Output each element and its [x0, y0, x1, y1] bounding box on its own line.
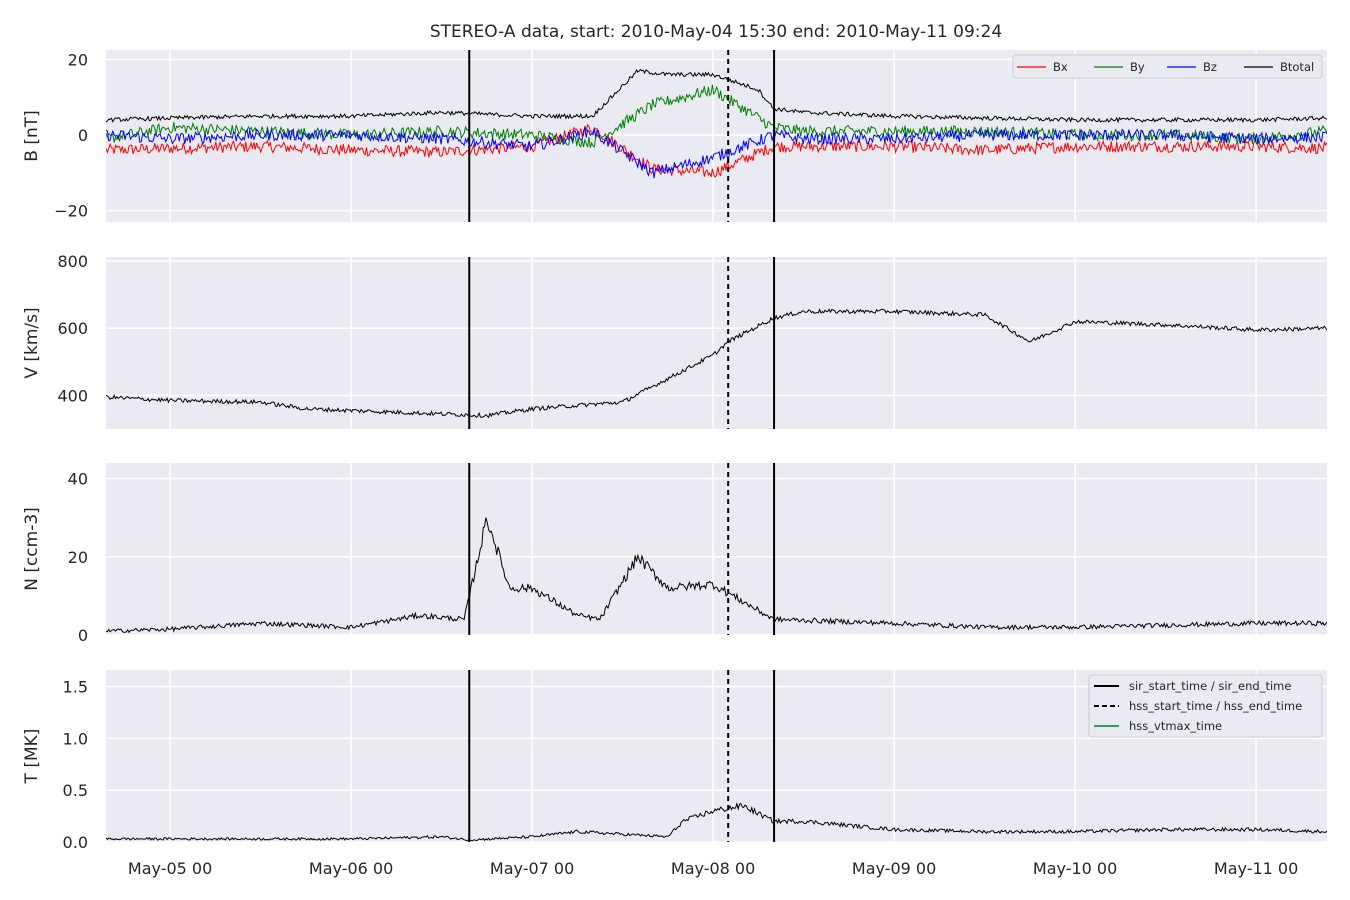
legend-label: sir_start_time / sir_end_time: [1129, 679, 1291, 693]
y-tick-label: 600: [57, 319, 88, 338]
y-axis-label: T [MK]: [22, 729, 42, 785]
x-tick-label: May-10 00: [1033, 859, 1117, 878]
x-tick-label: May-06 00: [309, 859, 393, 878]
y-tick-label: 0.5: [63, 781, 88, 800]
y-tick-label: 40: [68, 470, 88, 489]
series-line: [106, 517, 1327, 634]
y-tick-label: 0: [78, 626, 88, 645]
legend-label: By: [1130, 60, 1145, 74]
y-tick-label: 0: [78, 126, 88, 145]
x-tick-label: May-11 00: [1214, 859, 1298, 878]
panel-background: [106, 50, 1327, 222]
series-line: [106, 802, 1327, 842]
x-tick-label: May-05 00: [128, 859, 212, 878]
legend-label: Bz: [1203, 60, 1217, 74]
legend-label: Btotal: [1280, 60, 1314, 74]
series-group: [106, 308, 1327, 419]
series-line: [106, 308, 1327, 419]
panel-background: [106, 463, 1327, 635]
y-tick-label: 20: [68, 50, 88, 69]
panel-t: 1.5 1.0 0.5 0.0 T [MK] sir_start_time / sir_e…: [22, 670, 1327, 852]
series-group: [106, 802, 1327, 842]
legend-b: Bx By Bz Btotal: [1012, 54, 1323, 79]
x-tick-label: May-07 00: [490, 859, 574, 878]
series-group: [106, 517, 1327, 634]
y-axis-label: N [ccm-3]: [22, 507, 42, 591]
x-axis: May-05 00 May-06 00 May-07 00 May-08 00 May-…: [128, 859, 1298, 878]
panel-b: 20 0 −20 B [nT] Bx By Bz Btotal: [22, 50, 1327, 222]
y-axis-label: B [nT]: [22, 110, 42, 162]
series-line-btotal: [106, 68, 1327, 124]
panel-background: [106, 257, 1327, 429]
legend-events: sir_start_time / sir_end_time hss_start_t…: [1088, 674, 1323, 738]
chart-title: STEREO-A data, start: 2010-May-04 15:30 …: [430, 22, 1002, 42]
y-tick-label: −20: [54, 202, 88, 221]
y-axis-label: V [km/s]: [22, 307, 42, 378]
y-tick-label: 1.0: [63, 729, 88, 748]
y-tick-label: 20: [68, 548, 88, 567]
panel-n: 40 20 0 N [ccm-3]: [22, 463, 1327, 645]
legend-box: [1088, 674, 1323, 738]
x-tick-label: May-08 00: [671, 859, 755, 878]
y-tick-label: 0.0: [63, 833, 88, 852]
x-tick-label: May-09 00: [852, 859, 936, 878]
y-tick-label: 1.5: [63, 678, 88, 697]
legend-label: hss_vtmax_time: [1129, 719, 1222, 733]
y-tick-label: 800: [57, 252, 88, 271]
series-group: [106, 68, 1327, 179]
series-line-bx: [106, 123, 1327, 178]
legend-label: hss_start_time / hss_end_time: [1129, 699, 1302, 713]
series-line-bz: [106, 125, 1327, 179]
y-tick-label: 400: [57, 386, 88, 405]
legend-label: Bx: [1053, 60, 1068, 74]
panel-v: 800 600 400 V [km/s]: [22, 252, 1327, 429]
